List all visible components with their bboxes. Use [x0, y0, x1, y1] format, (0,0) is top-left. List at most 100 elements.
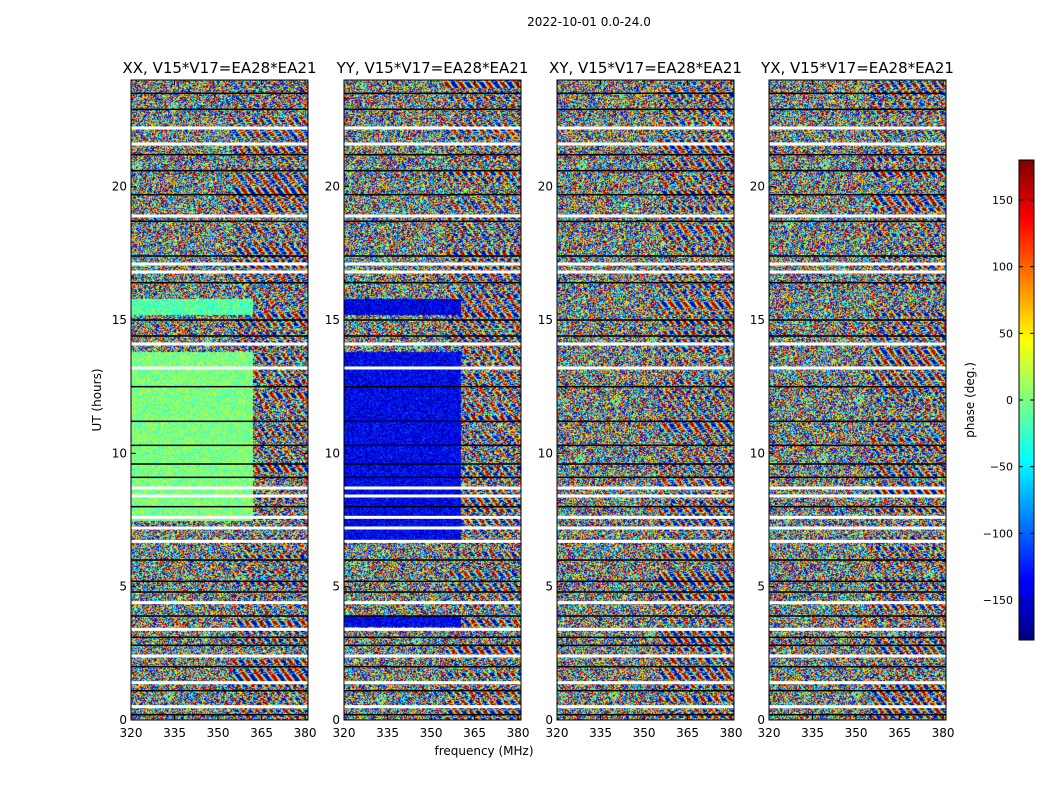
gap-row [131, 385, 308, 388]
flagged-row [344, 142, 521, 146]
y-axis-label: UT (hours) [90, 368, 104, 431]
gap-row [131, 169, 308, 172]
flagged-row [769, 705, 946, 709]
y-tick-label: 5 [545, 580, 553, 594]
flagged-row [131, 342, 308, 346]
gap-row [557, 463, 734, 465]
gap-row [131, 713, 308, 716]
y-tick-label: 10 [112, 446, 127, 460]
gap-row [344, 193, 521, 196]
x-tick-label: 320 [546, 726, 569, 740]
y-tick-label: 5 [119, 580, 127, 594]
flagged-row [131, 627, 308, 631]
gap-row [344, 505, 521, 508]
y-tick-label: 20 [325, 180, 340, 194]
flagged-row [344, 262, 521, 266]
flagged-row [131, 486, 308, 490]
gap-row [769, 335, 946, 337]
y-tick-label: 15 [325, 313, 340, 327]
gap-row [344, 476, 521, 479]
gap-row [344, 463, 521, 465]
gap-row [131, 319, 308, 321]
gap-row [557, 559, 734, 561]
flagged-row [769, 494, 946, 498]
gap-row [769, 689, 946, 692]
flagged-row [344, 539, 521, 543]
flagged-row [131, 366, 308, 370]
gap-row [769, 580, 946, 583]
gap-row [131, 636, 308, 639]
gap-row [344, 636, 521, 639]
x-tick-label: 350 [207, 726, 230, 740]
figure-suptitle: 2022-10-01 0.0-24.0 [527, 15, 651, 29]
flagged-row [131, 515, 308, 519]
gap-row [131, 335, 308, 337]
gap-row [344, 689, 521, 692]
gap-row [344, 615, 521, 617]
flagged-row [769, 342, 946, 346]
panel-yy: YY, V15*V17=EA28*EA21 320 335 350 365 380 0 5 10… [325, 59, 530, 740]
flagged-row [769, 262, 946, 266]
flagged-row [769, 142, 946, 146]
flagged-row [131, 526, 308, 530]
gap-row [557, 220, 734, 223]
gap-row [131, 665, 308, 668]
gap-row [557, 108, 734, 111]
x-tick-label: 335 [376, 726, 399, 740]
gap-row [344, 665, 521, 668]
flagged-row [557, 526, 734, 530]
gap-row [557, 385, 734, 388]
colorbar-tick-label: 50 [999, 327, 1013, 340]
flagged-row [557, 705, 734, 709]
flagged-row [769, 601, 946, 605]
flagged-row [557, 214, 734, 218]
gap-row [344, 108, 521, 111]
gap-row [131, 153, 308, 156]
gap-row [344, 644, 521, 647]
gap-row [344, 591, 521, 593]
gap-row [131, 463, 308, 465]
gap-row [344, 92, 521, 95]
flagged-row [344, 526, 521, 530]
gap-row [131, 220, 308, 223]
flagged-row [557, 342, 734, 346]
gap-row [769, 591, 946, 593]
gap-row [769, 636, 946, 639]
gap-row [344, 335, 521, 337]
y-tick-label: 20 [538, 180, 553, 194]
x-tick-label: 350 [845, 726, 868, 740]
gap-row [557, 689, 734, 692]
gap-row [557, 476, 734, 479]
gap-row [344, 713, 521, 716]
x-tick-label: 335 [163, 726, 186, 740]
flagged-row [557, 270, 734, 274]
x-tick-label: 320 [333, 726, 356, 740]
flagged-row [344, 270, 521, 274]
flagged-row [344, 486, 521, 490]
flagged-row [557, 515, 734, 519]
gap-row [557, 335, 734, 337]
x-tick-label: 380 [507, 726, 530, 740]
gap-row [131, 476, 308, 479]
x-tick-label: 320 [758, 726, 781, 740]
flagged-row [769, 681, 946, 685]
gap-row [769, 193, 946, 196]
flagged-row [344, 601, 521, 605]
panel-frame [556, 79, 735, 721]
gap-row [344, 319, 521, 321]
gap-row [769, 108, 946, 111]
flagged-row [344, 342, 521, 346]
panel-title-yy: YY, V15*V17=EA28*EA21 [336, 59, 529, 77]
x-tick-label: 335 [589, 726, 612, 740]
flagged-row [131, 126, 308, 130]
gap-row [131, 689, 308, 692]
gap-row [557, 153, 734, 156]
gap-row [131, 420, 308, 423]
flagged-row [557, 627, 734, 631]
flagged-row [557, 654, 734, 658]
gap-row [557, 281, 734, 284]
flagged-row [344, 705, 521, 709]
gap-row [131, 444, 308, 447]
x-tick-label: 350 [633, 726, 656, 740]
